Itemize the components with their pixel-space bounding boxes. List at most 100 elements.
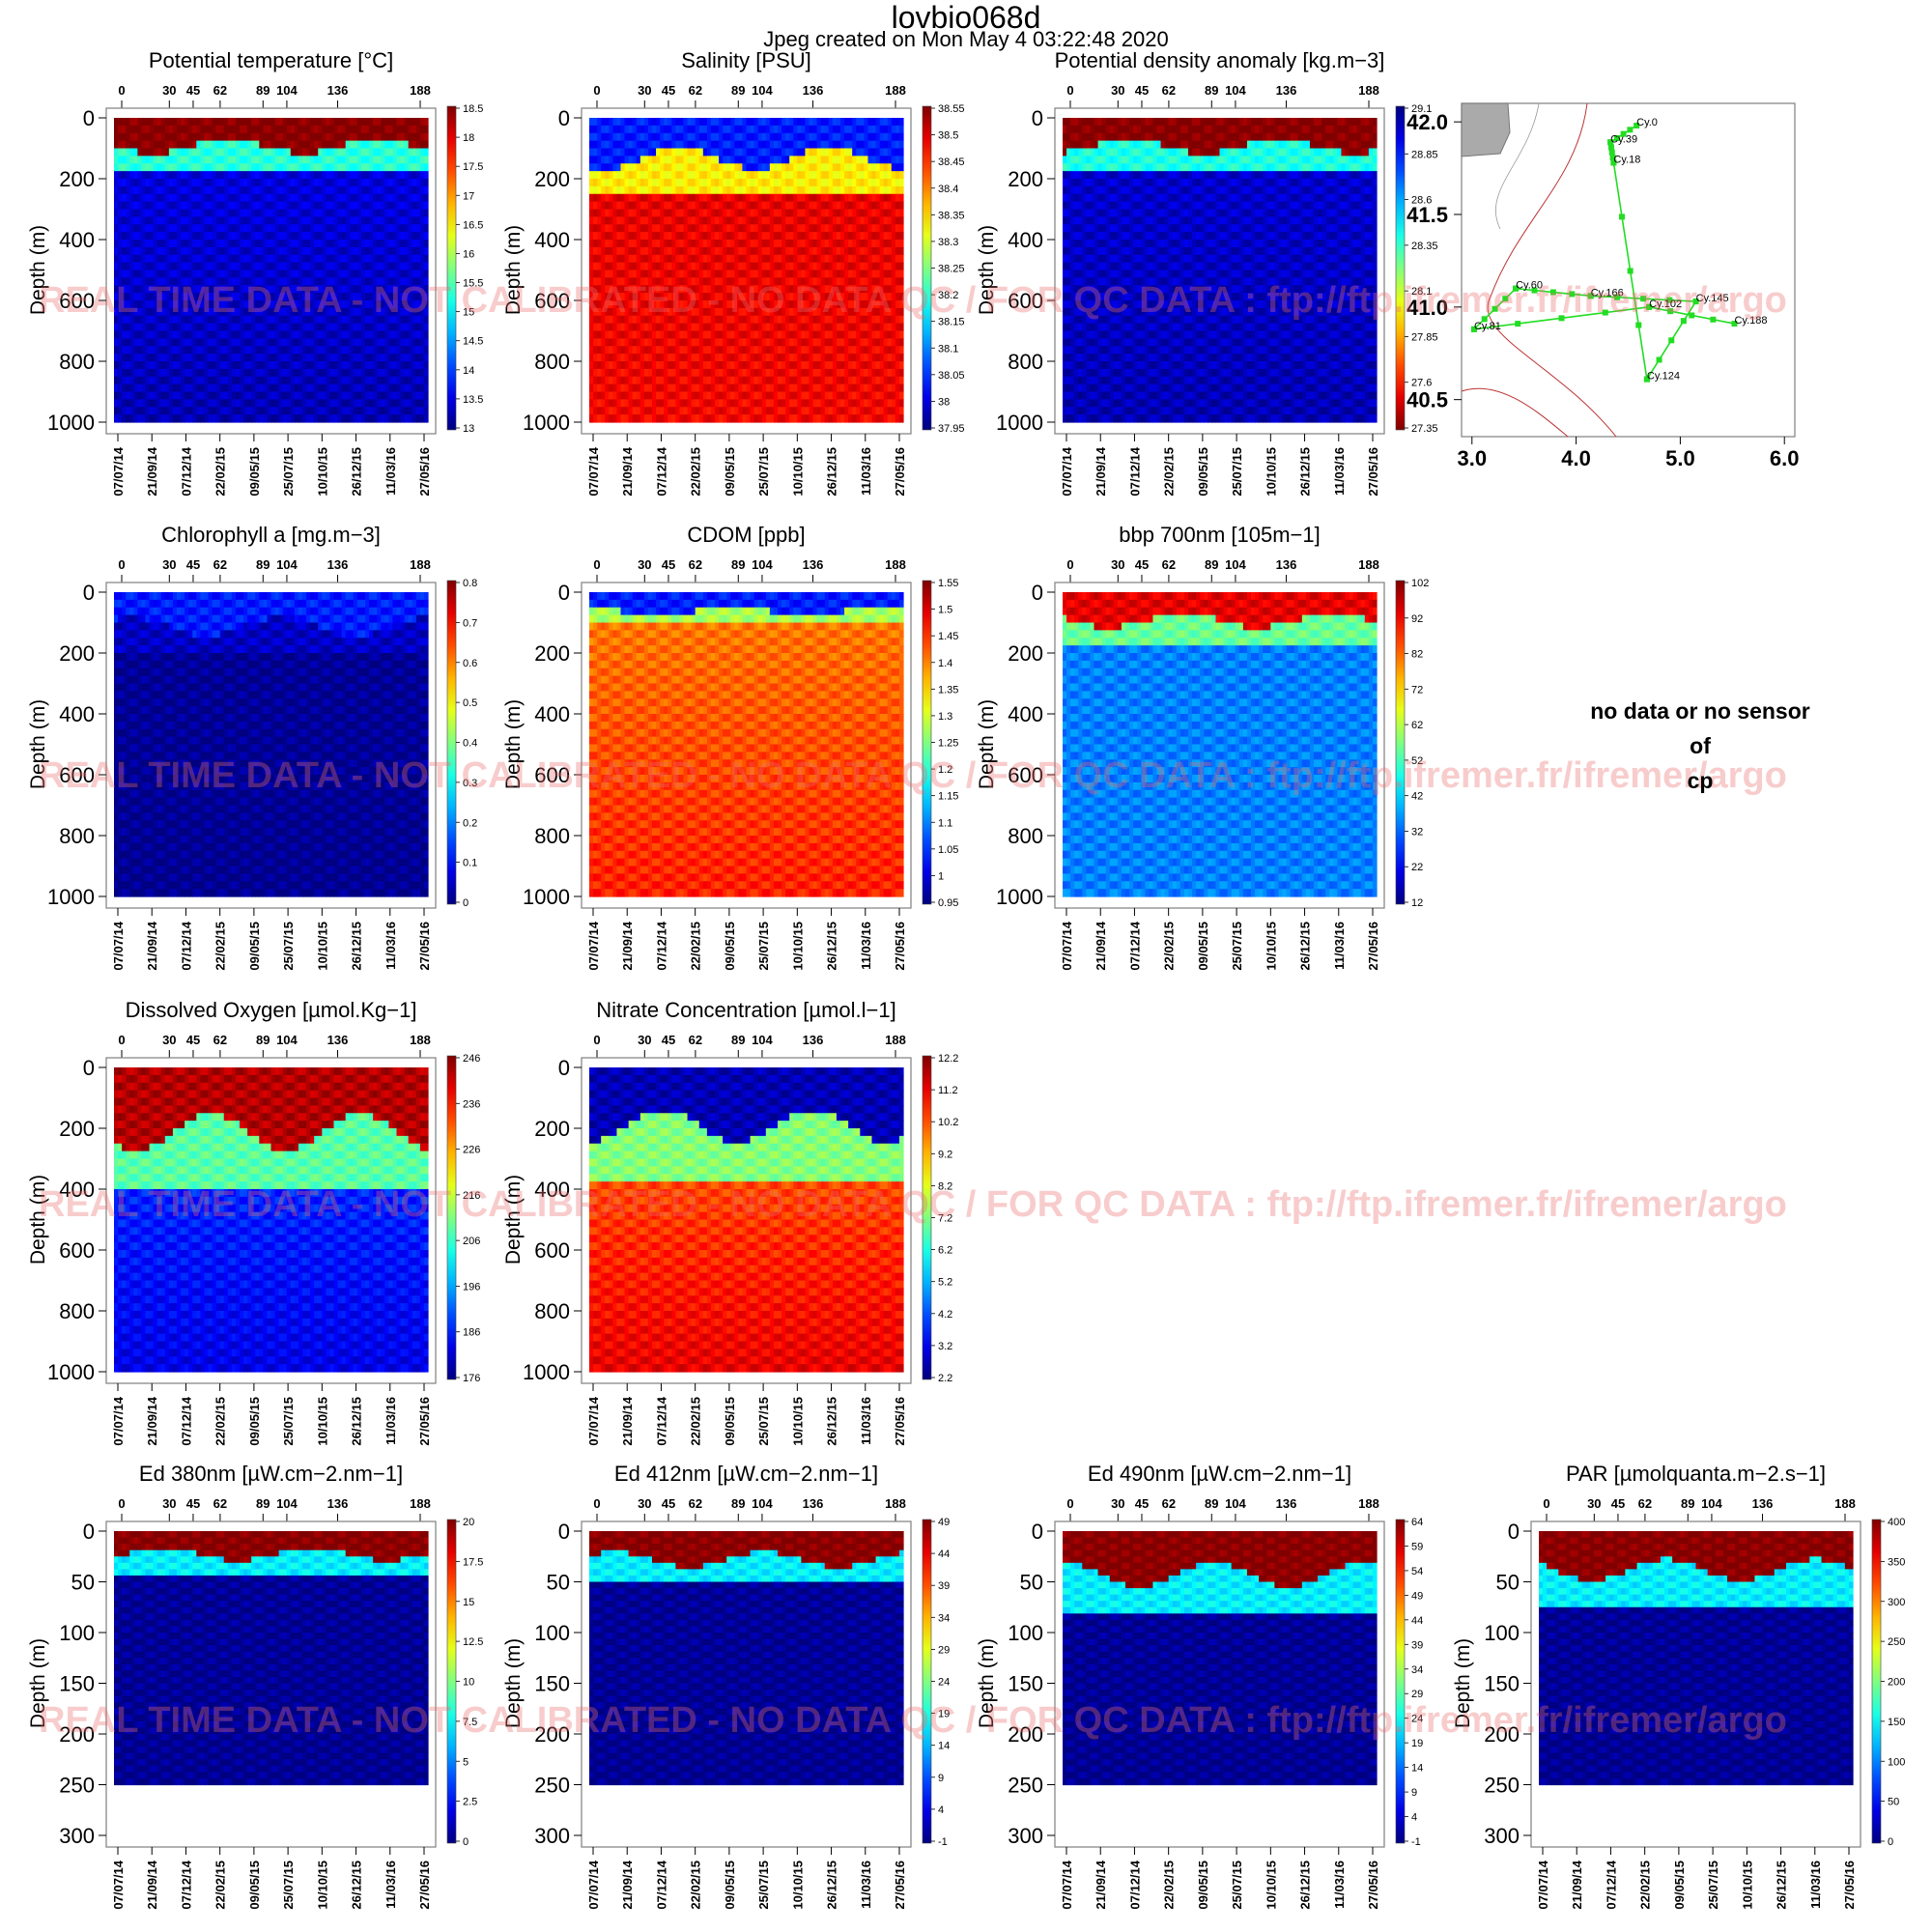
heat-cell bbox=[396, 361, 402, 370]
heat-cell bbox=[251, 368, 256, 378]
heat-cell bbox=[314, 125, 319, 134]
heat-cell bbox=[200, 361, 206, 370]
heat-cell bbox=[628, 361, 634, 370]
heat-cell bbox=[719, 277, 724, 286]
heat-cell bbox=[384, 163, 389, 172]
heat-cell bbox=[656, 156, 661, 164]
heat-cell bbox=[668, 179, 672, 187]
heat-cell bbox=[341, 224, 347, 233]
heat-cell bbox=[356, 293, 362, 301]
heat-cell bbox=[647, 125, 653, 134]
heat-cell bbox=[270, 118, 276, 127]
heat-cell bbox=[341, 254, 347, 264]
heat-cell bbox=[702, 216, 708, 225]
heat-cell bbox=[353, 399, 358, 408]
heat-cell bbox=[122, 209, 127, 217]
heat-cell bbox=[181, 330, 185, 339]
heat-cell bbox=[702, 330, 708, 339]
heat-cell bbox=[196, 246, 201, 256]
heat-cell bbox=[415, 209, 421, 217]
heat-cell bbox=[172, 185, 178, 195]
heat-cell bbox=[251, 414, 256, 423]
heat-cell bbox=[381, 171, 385, 180]
heat-cell bbox=[240, 414, 244, 423]
heat-cell bbox=[616, 407, 622, 415]
heat-cell bbox=[298, 118, 303, 127]
heat-cell bbox=[310, 216, 315, 225]
heat-cell bbox=[215, 399, 221, 408]
heat-cell bbox=[314, 254, 319, 264]
heat-cell bbox=[188, 407, 193, 415]
heat-cell bbox=[687, 163, 693, 172]
heat-cell bbox=[593, 323, 598, 332]
heat-cell bbox=[392, 224, 398, 233]
heat-cell bbox=[196, 171, 201, 180]
heat-cell bbox=[204, 315, 210, 325]
heat-cell bbox=[723, 323, 727, 332]
heat-cell bbox=[683, 118, 689, 127]
heat-cell bbox=[356, 171, 362, 180]
heat-cell bbox=[310, 368, 315, 378]
heat-cell bbox=[227, 148, 233, 156]
heat-cell bbox=[306, 232, 311, 241]
heat-cell bbox=[643, 414, 649, 423]
heat-cell bbox=[282, 224, 288, 233]
heat-cell bbox=[624, 368, 630, 378]
heat-cell bbox=[164, 156, 170, 164]
heat-cell bbox=[628, 254, 634, 264]
heat-cell bbox=[267, 300, 272, 309]
heat-cell bbox=[668, 376, 672, 385]
heat-cell bbox=[353, 346, 358, 355]
heat-cell bbox=[314, 224, 319, 233]
heat-cell bbox=[742, 307, 748, 317]
heat-cell bbox=[153, 140, 158, 150]
heat-cell bbox=[168, 407, 174, 415]
heat-cell bbox=[243, 330, 248, 339]
heat-cell bbox=[118, 346, 123, 355]
heat-cell bbox=[639, 307, 645, 317]
heat-cell bbox=[129, 262, 134, 271]
heat-cell bbox=[153, 240, 158, 248]
heat-cell bbox=[310, 277, 315, 286]
heat-cell bbox=[172, 391, 178, 400]
panel-frame bbox=[581, 107, 912, 435]
heat-cell bbox=[278, 338, 284, 347]
heat-cell bbox=[636, 118, 641, 127]
heat-cell bbox=[122, 224, 127, 233]
heat-cell bbox=[188, 376, 193, 385]
heat-cell bbox=[392, 179, 398, 187]
heat-cell bbox=[181, 246, 185, 256]
heat-cell bbox=[695, 346, 700, 355]
heat-cell bbox=[695, 125, 700, 134]
heat-cell bbox=[204, 185, 210, 195]
heat-cell bbox=[679, 384, 685, 393]
heat-cell bbox=[196, 125, 201, 134]
heat-cell bbox=[208, 361, 213, 370]
heat-cell bbox=[118, 399, 123, 408]
heat-cell bbox=[329, 384, 335, 393]
heat-cell bbox=[687, 240, 693, 248]
heat-cell bbox=[597, 240, 602, 248]
heat-cell bbox=[219, 354, 225, 362]
heat-cell bbox=[373, 399, 378, 408]
heat-cell bbox=[215, 148, 221, 156]
heat-cell bbox=[706, 193, 712, 203]
heat-cell bbox=[643, 307, 649, 317]
heat-cell bbox=[329, 285, 335, 294]
heat-cell bbox=[322, 163, 327, 172]
heat-cell bbox=[204, 414, 210, 423]
heat-cell bbox=[730, 254, 735, 264]
heat-cell bbox=[730, 330, 735, 339]
heat-cell bbox=[671, 240, 676, 248]
heat-cell bbox=[188, 118, 193, 127]
heat-cell bbox=[251, 254, 256, 264]
heat-cell bbox=[373, 262, 378, 271]
heat-cell bbox=[353, 315, 358, 325]
heat-cell bbox=[286, 270, 292, 278]
heat-cell bbox=[318, 254, 323, 264]
heat-cell bbox=[118, 132, 123, 142]
heat-cell bbox=[129, 307, 134, 317]
heat-cell bbox=[333, 338, 339, 347]
heat-cell bbox=[423, 285, 429, 294]
heat-cell bbox=[118, 179, 123, 187]
